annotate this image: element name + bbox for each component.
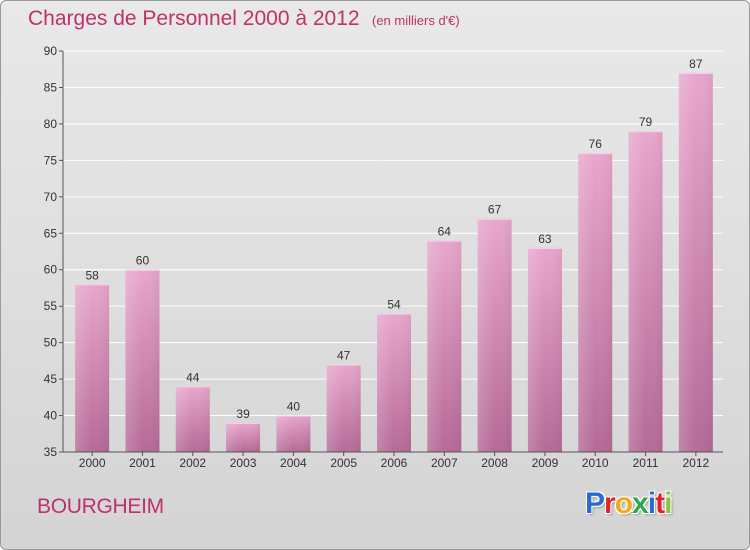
x-tick-label: 2002 <box>179 456 206 470</box>
y-tick-label: 80 <box>44 117 58 131</box>
bar-value-label: 47 <box>337 349 351 363</box>
bar-sheen <box>125 269 160 452</box>
bar-value-label: 40 <box>287 400 301 414</box>
axes <box>59 50 723 456</box>
bar-value-label: 39 <box>236 407 250 421</box>
grid-lines <box>63 50 723 453</box>
y-tick-label: 70 <box>44 190 58 204</box>
bar-sheen <box>628 131 663 452</box>
bar-sheen <box>226 422 261 452</box>
x-tick-label: 2011 <box>633 456 659 470</box>
y-tick-label: 50 <box>44 336 58 350</box>
logo-letter: o <box>614 487 633 520</box>
bar-value-label: 67 <box>488 203 502 217</box>
logo-letter: x <box>632 487 649 520</box>
x-tick-label: 2007 <box>431 456 458 470</box>
bar-sheen <box>175 386 210 452</box>
bar-value-label: 54 <box>387 297 401 311</box>
proxiti-logo[interactable]: Proxiti <box>585 487 672 521</box>
bars <box>75 72 713 452</box>
y-tick-label: 90 <box>44 44 58 58</box>
bar-sheen <box>678 72 713 452</box>
x-tick-label: 2000 <box>79 456 106 470</box>
bar-value-label: 76 <box>589 137 603 151</box>
bar-value-label: 64 <box>438 225 452 239</box>
y-tick-label: 75 <box>44 153 58 167</box>
y-tick-label: 65 <box>44 226 58 240</box>
x-tick-label: 2004 <box>280 456 307 470</box>
bar-value-label: 44 <box>186 370 200 384</box>
logo-letter: P <box>585 487 605 520</box>
x-tick-label: 2005 <box>330 456 357 470</box>
bar-value-label: 63 <box>538 232 552 246</box>
bar-value-label: 58 <box>85 268 99 282</box>
bar-sheen <box>326 364 361 452</box>
bar-value-label: 60 <box>136 254 150 268</box>
logo-letter: i <box>647 487 656 520</box>
logo-letter: r <box>604 487 616 520</box>
x-tick-label: 2003 <box>230 456 257 470</box>
city-name: BOURGHEIM <box>37 495 164 518</box>
bar-value-label: 79 <box>639 115 653 129</box>
y-tick-label: 60 <box>44 263 58 277</box>
logo-letter: t <box>655 487 665 520</box>
chart-subtitle: (en milliers d'€) <box>372 13 460 28</box>
x-tick-label: 2010 <box>582 456 609 470</box>
y-tick-label: 40 <box>44 409 58 423</box>
labels: 35 40 45 50 55 60 65 70 75 80 85 90 58 2000 60 2001 44 20… <box>44 44 710 470</box>
bar-sheen <box>477 218 512 452</box>
x-tick-label: 2009 <box>532 456 559 470</box>
x-tick-label: 2012 <box>682 456 709 470</box>
y-tick-label: 45 <box>44 372 58 386</box>
x-tick-label: 2008 <box>481 456 508 470</box>
y-tick-label: 55 <box>44 299 58 313</box>
bar-value-label: 87 <box>689 57 703 71</box>
y-tick-label: 35 <box>44 445 58 459</box>
bar-sheen <box>427 240 462 452</box>
bar-sheen <box>377 313 411 452</box>
bar-sheen <box>276 415 311 452</box>
bar-sheen <box>75 284 110 452</box>
y-tick-label: 85 <box>44 80 58 94</box>
bar-sheen <box>578 153 613 452</box>
bar-sheen <box>527 247 562 452</box>
chart-title: Charges de Personnel 2000 à 2012 <box>28 7 360 30</box>
x-tick-label: 2001 <box>129 456 156 470</box>
x-tick-label: 2006 <box>381 456 408 470</box>
logo-letter: i <box>664 487 672 520</box>
